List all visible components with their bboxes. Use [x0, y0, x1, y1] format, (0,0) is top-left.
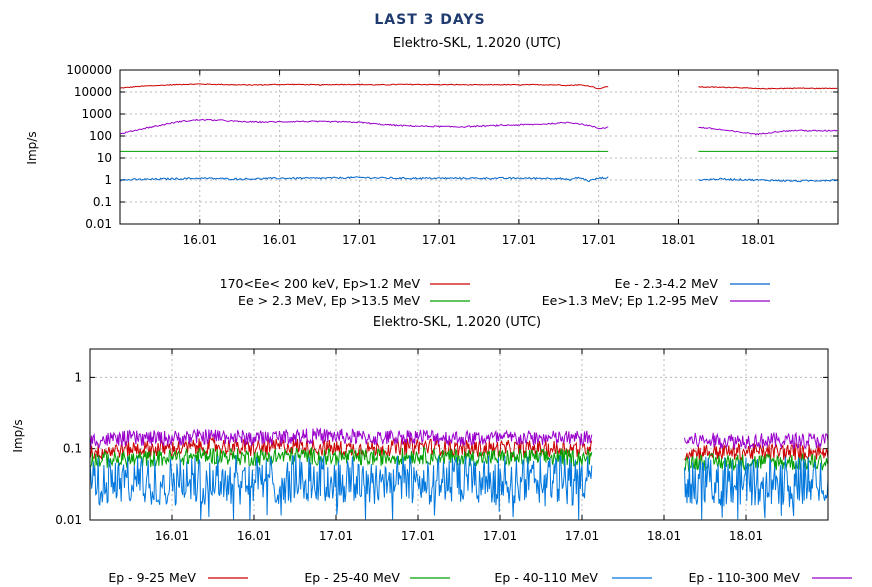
x-tick-label: 17.01 — [581, 233, 615, 247]
chart-bottom-subtitle: Elektro-SKL, 1.2020 (UTC) — [373, 315, 541, 330]
x-tick-label: 16.01 — [262, 233, 296, 247]
y-tick-label: 1 — [104, 173, 112, 187]
x-tick-label: 18.01 — [647, 529, 681, 543]
x-tick-label: 17.01 — [502, 233, 536, 247]
x-tick-label: 17.01 — [401, 529, 435, 543]
x-tick-label: 18.01 — [661, 233, 695, 247]
y-tick-label: 10000 — [74, 85, 112, 99]
x-tick-label: 16.01 — [155, 529, 189, 543]
chart-bottom: Elektro-SKL, 1.2020 (UTC) Imp/s 0.01 0.1 1… — [11, 315, 852, 585]
x-tick-label: 16.01 — [183, 233, 217, 247]
legend-label: Ee>1.3 MeV; Ep 1.2-95 MeV — [542, 293, 719, 308]
y-tick-label: 100 — [89, 129, 112, 143]
y-tick-label: 0.1 — [93, 195, 112, 209]
plot-frame — [119, 69, 839, 225]
chart-top-subtitle: Elektro-SKL, 1.2020 (UTC) — [393, 36, 561, 51]
x-tick-label: 17.01 — [319, 529, 353, 543]
y-tick-label: 100000 — [66, 63, 112, 77]
chart-bottom-ylabel: Imp/s — [11, 419, 25, 452]
series-line-3 — [89, 454, 829, 520]
chart-top: Elektro-SKL, 1.2020 (UTC) Imp/s 0.01 0.1 1… — [25, 36, 839, 308]
y-tick-label: 0.01 — [85, 217, 112, 231]
x-tick-label: 17.01 — [342, 233, 376, 247]
y-tick-label: 10 — [97, 151, 112, 165]
series-line-4 — [89, 427, 829, 450]
series-line-1 — [119, 83, 838, 90]
y-tick-label: 0.01 — [55, 513, 82, 527]
plot-frame — [89, 348, 829, 521]
chart-top-ylabel: Imp/s — [25, 131, 39, 164]
main-title: LAST 3 DAYS — [374, 12, 485, 28]
legend-label: Ep - 40-110 MeV — [494, 570, 598, 585]
x-tick-label: 17.01 — [422, 233, 456, 247]
x-tick-label: 17.01 — [565, 529, 599, 543]
legend-label: Ep - 110-300 MeV — [688, 570, 800, 585]
x-tick-label: 17.01 — [483, 529, 517, 543]
series-line-1 — [89, 435, 829, 462]
series-line-4 — [119, 118, 838, 136]
x-tick-label: 18.01 — [741, 233, 775, 247]
series-line-2 — [120, 176, 838, 183]
y-tick-label: 1 — [74, 370, 82, 384]
legend-label: Ee - 2.3-4.2 MeV — [615, 276, 719, 291]
x-tick-label: 16.01 — [237, 529, 271, 543]
legend-label: Ee > 2.3 MeV, Ep >13.5 MeV — [238, 293, 420, 308]
x-tick-label: 18.01 — [729, 529, 763, 543]
legend-label: Ep - 9-25 MeV — [108, 570, 196, 585]
legend-label: Ep - 25-40 MeV — [304, 570, 400, 585]
y-tick-label: 1000 — [81, 107, 112, 121]
y-tick-label: 0.1 — [63, 442, 82, 456]
legend-label: 170<Ee< 200 keV, Ep>1.2 MeV — [220, 276, 421, 291]
